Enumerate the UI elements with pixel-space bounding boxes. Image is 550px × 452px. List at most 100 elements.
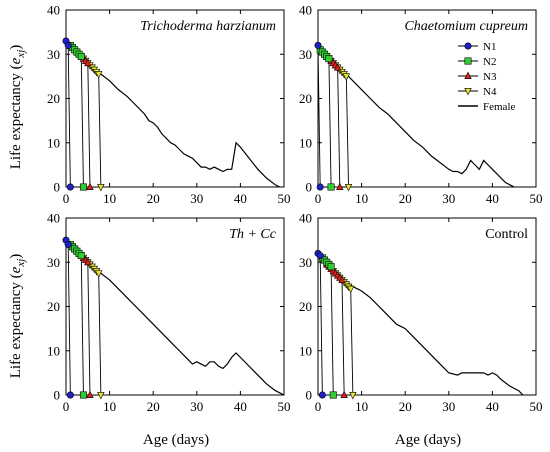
point-n1	[66, 183, 74, 191]
x-tick-label: 20	[147, 191, 160, 206]
legend-label-n1: N1	[483, 41, 496, 53]
y-tick-label: 20	[47, 299, 60, 314]
point-n3	[333, 63, 342, 71]
x-tick-label: 30	[442, 399, 455, 414]
point-n4	[344, 184, 353, 192]
point-n4	[342, 73, 351, 81]
panel-title: Control	[485, 227, 528, 242]
x-tick-label: 40	[486, 191, 499, 206]
legend-label-n3: N3	[483, 71, 497, 83]
panel-title: Trichoderma harzianum	[140, 19, 276, 34]
point-n2	[77, 52, 85, 60]
point-n2	[325, 55, 333, 63]
point-n4	[95, 270, 103, 278]
y-tick-label: 30	[47, 255, 60, 270]
y-tick-label: 40	[299, 3, 312, 18]
x-tick-label: 50	[278, 399, 291, 414]
series-line-n2	[70, 244, 84, 396]
x-tick-label: 50	[530, 191, 543, 206]
series-line-n2	[70, 45, 84, 188]
point-n1	[318, 391, 326, 399]
point-n2	[79, 391, 87, 399]
point-n4	[347, 285, 355, 294]
point-n1	[64, 241, 72, 249]
panel-control: 0 10 20 30 40 50 0 10 20 30 40 Control	[299, 211, 543, 415]
series-line-n2	[319, 49, 332, 188]
x-tick-label: 0	[63, 399, 70, 414]
y-tick-label: 30	[299, 47, 312, 62]
x-tick-label: 10	[103, 191, 116, 206]
point-n2	[79, 183, 87, 191]
legend-marker-n4	[464, 87, 472, 96]
series-line-n1	[65, 239, 71, 396]
y-tick-label: 40	[47, 3, 60, 18]
point-n3	[336, 182, 344, 190]
point-n3	[84, 58, 92, 67]
y-tick-label: 10	[299, 343, 312, 358]
x-tick-label: 50	[278, 191, 291, 206]
point-n4	[95, 71, 103, 79]
x-tick-label: 30	[190, 399, 203, 414]
y-tick-label: 30	[299, 255, 312, 270]
x-tick-label: 40	[234, 399, 247, 414]
series-line-n1	[65, 40, 71, 188]
point-n3	[86, 390, 94, 398]
y-tick-label: 20	[47, 91, 60, 106]
series-line-n3	[326, 56, 341, 188]
legend-label-n2: N2	[483, 56, 496, 68]
y-tick-label: 0	[54, 180, 61, 195]
series-line-n1	[317, 45, 321, 188]
point-n2	[327, 263, 335, 271]
x-tick-label: 20	[399, 399, 412, 414]
x-tick-label: 50	[530, 399, 543, 414]
plot-frame	[317, 9, 537, 188]
legend-marker-n3	[464, 71, 472, 80]
legend-marker-n2	[464, 57, 472, 65]
x-tick-label: 0	[63, 191, 70, 206]
point-n3	[340, 390, 348, 398]
point-n2	[77, 252, 85, 260]
legend-label-n4: N4	[483, 86, 497, 98]
series-line-female	[78, 252, 285, 396]
series-line-n2	[322, 257, 334, 396]
y-tick-label: 10	[47, 135, 60, 150]
x-tick-label: 0	[315, 399, 322, 414]
x-tick-label: 10	[355, 191, 368, 206]
point-n1	[316, 252, 324, 260]
series-line-female	[78, 53, 280, 188]
y-tick-label: 10	[299, 135, 312, 150]
x-tick-label: 30	[190, 191, 203, 206]
point-n2	[327, 183, 335, 191]
y-tick-label: 20	[299, 91, 312, 106]
x-tick-label: 0	[315, 191, 322, 206]
y-axis-label-top: Life expectancy (exj)	[8, 45, 27, 170]
y-tick-label: 40	[47, 211, 60, 226]
y-tick-label: 30	[47, 47, 60, 62]
x-tick-label: 40	[234, 191, 247, 206]
legend: N1 N2 N3 N4 Female	[458, 41, 515, 113]
y-tick-label: 0	[306, 388, 313, 403]
y-tick-label: 10	[47, 343, 60, 358]
panel-title: Th + Cc	[229, 227, 277, 242]
point-n4	[97, 184, 105, 192]
point-n4	[97, 392, 105, 400]
x-tick-label: 10	[355, 399, 368, 414]
panel-chaetomium-cupreum: 0 10 20 30 40 50 0 10 20 30 40 Chaetomium cupreum N1…	[299, 3, 543, 207]
x-axis-label-left: Age (days)	[143, 432, 209, 448]
x-tick-label: 40	[486, 399, 499, 414]
series-line-n1	[317, 253, 323, 396]
x-tick-label: 10	[103, 399, 116, 414]
point-n3	[338, 275, 346, 283]
x-tick-label: 20	[399, 191, 412, 206]
point-n4	[349, 392, 357, 400]
series-line-n3	[326, 264, 345, 396]
y-axis-label-bottom: Life expectancy (exj)	[8, 254, 27, 379]
series-line-n4	[80, 255, 102, 396]
series-line-female	[330, 60, 515, 188]
y-tick-label: 0	[54, 388, 61, 403]
y-tick-label: 0	[306, 180, 313, 195]
point-n1	[314, 41, 322, 49]
legend-marker-n1	[464, 42, 472, 50]
x-tick-label: 20	[147, 399, 160, 414]
